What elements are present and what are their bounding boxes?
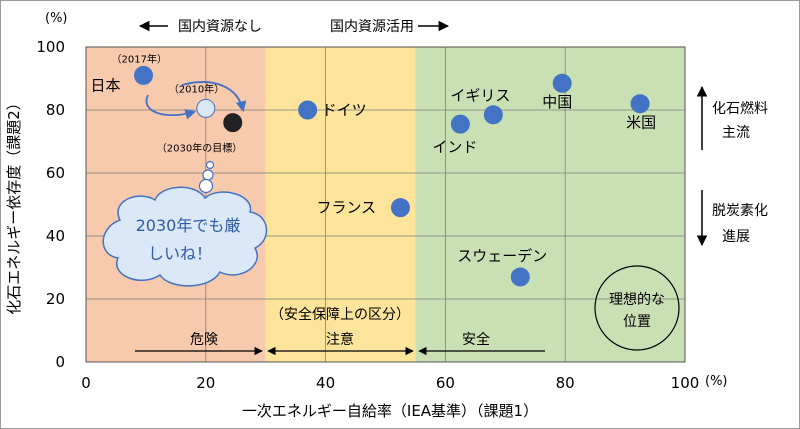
point-japan-2017 (134, 65, 154, 85)
decarb-label-1: 脱炭素化 (712, 203, 768, 219)
domestic-use-label: 国内資源活用 (330, 19, 414, 35)
safe-label: 安全 (462, 331, 490, 348)
zones-title: （安全保障上の区分） (270, 306, 410, 323)
france-label: フランス (316, 199, 376, 217)
point-india (450, 114, 470, 134)
point-china (552, 73, 572, 93)
fossil-label-1: 化石燃料 (712, 100, 768, 117)
fossil-label-2: 主流 (722, 125, 750, 141)
y-tick-4: 80 (46, 101, 65, 119)
bubble-text-1: 2030年でも厳 (136, 216, 241, 235)
india-label: インド (432, 138, 477, 156)
ideal-position: 理想的な 位置 (594, 265, 680, 351)
y-axis-label: 化石エネルギー依存度（課題2） (5, 95, 23, 315)
us-label: 米国 (626, 114, 656, 132)
danger-label: 危険 (190, 332, 218, 348)
japan-2010-2030-arrow (181, 81, 247, 113)
x-tick-5: 100 (671, 374, 700, 392)
point-japan-2030 (223, 113, 243, 133)
zone-1 (265, 47, 416, 362)
y-tick-0: 0 (55, 353, 65, 371)
x-tick-3: 60 (436, 374, 455, 392)
china-label: 中国 (542, 93, 572, 111)
japan-2017-year-label: （2017年） (112, 52, 167, 65)
y-tick-labels: 0 20 40 60 80 100 (36, 38, 65, 371)
y-tick-3: 60 (46, 164, 65, 182)
plot-border (85, 46, 686, 363)
y-unit-label: (%) (45, 11, 68, 26)
bubble-text-2: しいね！ (148, 244, 212, 263)
y-tick-5: 100 (36, 38, 65, 56)
japan-2010-year-label: （2010年） (169, 82, 224, 95)
domestic-none-label: 国内資源なし (178, 19, 262, 35)
point-germany (298, 100, 318, 120)
thought-bubble: 2030年でも厳 しいね！ (102, 160, 268, 287)
x-tick-1: 20 (196, 374, 215, 392)
x-tick-4: 80 (556, 374, 575, 392)
uk-label: イギリス (450, 87, 510, 105)
ideal-text-1: 理想的な (609, 292, 665, 308)
x-axis-label: 一次エネルギー自給率（IEA基準）（課題1） (242, 402, 538, 420)
point-uk (483, 105, 503, 125)
x-unit-label: (%) (705, 374, 728, 389)
data-points (134, 65, 650, 287)
x-tick-0: 0 (81, 374, 91, 392)
point-labels: （2017年） 日本 （2010年） （2030年の目標） ドイツ フランス イ… (91, 52, 657, 265)
point-japan-2010 (196, 98, 216, 118)
japan-label: 日本 (91, 76, 121, 94)
decarb-label-2: 進展 (722, 229, 750, 245)
y-tick-2: 40 (46, 227, 65, 245)
x-tick-labels: 0 20 40 60 80 100 (81, 374, 699, 392)
sweden-label: スウェーデン (457, 247, 547, 265)
point-us (630, 94, 650, 114)
germany-label: ドイツ (322, 101, 367, 119)
japan-2017-2010-arrow (145, 94, 197, 120)
ideal-text-2: 位置 (623, 314, 651, 330)
japan-2030-year-label: （2030年の目標） (157, 142, 242, 155)
point-france (390, 198, 410, 218)
x-tick-2: 40 (316, 374, 335, 392)
point-sweden (510, 267, 530, 287)
y-tick-1: 20 (46, 290, 65, 308)
caution-label: 注意 (326, 331, 354, 348)
